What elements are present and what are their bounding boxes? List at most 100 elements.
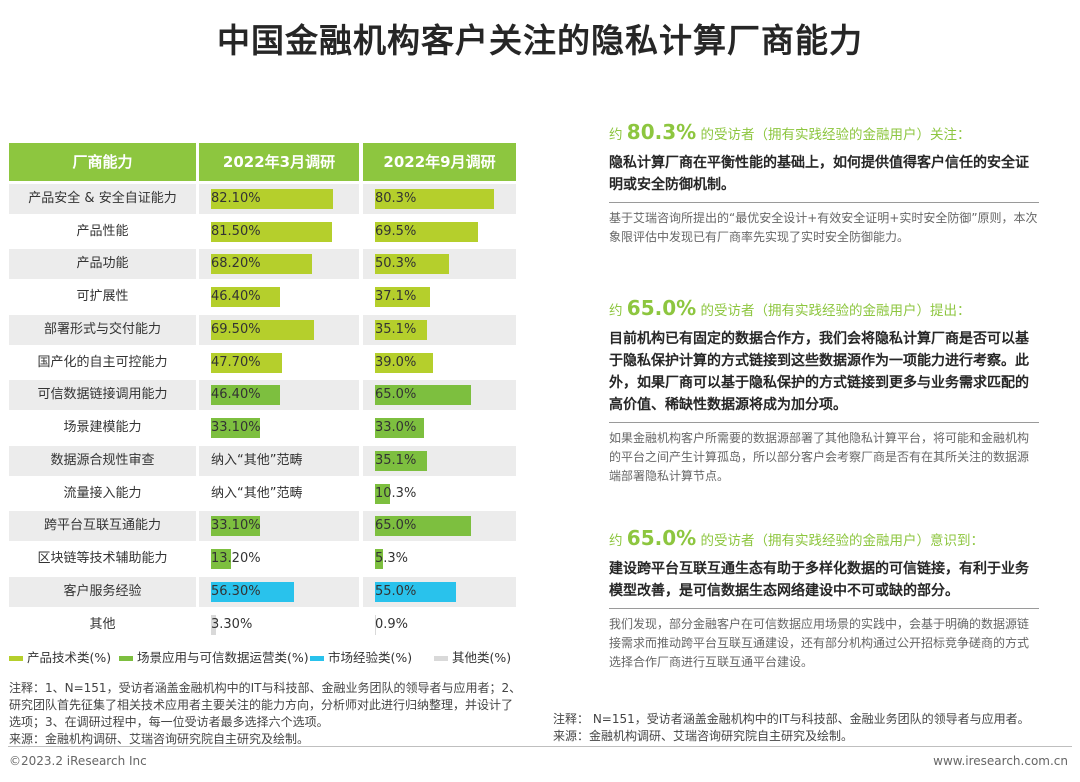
legend-item-other: 其他类(%) (434, 647, 511, 666)
cell-march: 81.50% (199, 217, 359, 247)
header-divider (196, 143, 199, 181)
row-label: 其他 (89, 616, 116, 632)
legend-label: 其他类(%) (452, 650, 512, 665)
insight-statement: 建设跨平台互联互通生态有助于多样化数据的可信链接，有利于业务模型改善，是可信数据… (609, 561, 1029, 599)
value-label: 39.0% (375, 354, 417, 370)
bar-september (375, 254, 450, 275)
bar-march (211, 221, 332, 242)
table-body: 产品安全 & 安全自证能力 82.10% 80.3% 产品性能 81.50% 69.5% 产… (9, 183, 516, 640)
cell-march: 13.20% (199, 544, 359, 574)
row-label: 国产化的自主可控能力 (37, 354, 168, 370)
cell-september: 10.3% (363, 479, 516, 509)
value-label: 5.3% (375, 551, 409, 566)
bar-march (211, 549, 231, 569)
legend-item-scene: 场景应用与可信数据运营类(%) (119, 647, 309, 666)
cell-september: 35.1% (363, 314, 516, 345)
divider (609, 202, 1039, 203)
table-row: 场景建模能力 33.10% 33.0% (9, 413, 516, 443)
row-label: 场景建模能力 (63, 420, 142, 435)
insight-percentage: 65.0% (626, 526, 697, 550)
cell-march: 56.30% (199, 576, 359, 607)
capability-table: 厂商能力 2022年3月调研 2022年9月调研 产品安全 & 安全自证能力 82… (9, 143, 516, 640)
header-september: 2022年9月调研 (383, 153, 496, 171)
bar-september (375, 221, 478, 242)
value-label: 纳入“其他”范畴 (211, 452, 303, 468)
value-label: 46.40% (211, 289, 261, 304)
footer-divider (8, 746, 1072, 747)
header-divider (359, 143, 363, 181)
insight-block-2: 约 65.0% 的受访者（拥有实践经验的金融用户）提出： 目前机构已有固定的数据… (609, 296, 1039, 486)
cell-september: 65.0% (363, 511, 516, 542)
value-label: 56.30% (211, 583, 261, 599)
divider (609, 422, 1039, 423)
bar-september (375, 319, 427, 340)
cell-september: 5.3% (363, 544, 516, 574)
table-row: 产品性能 81.50% 69.5% (9, 217, 516, 247)
cell-september: 65.0% (363, 380, 516, 411)
row-label: 跨平台互联互通能力 (9, 511, 196, 542)
cell-september: 35.1% (363, 445, 516, 476)
cell-march: 纳入“其他”范畴 (199, 479, 359, 509)
value-label: 81.50% (211, 223, 261, 239)
cell-march: 47.70% (199, 348, 359, 378)
value-label: 0.9% (375, 616, 409, 632)
table-row: 国产化的自主可控能力 47.70% 39.0% (9, 348, 516, 378)
table-header: 厂商能力 2022年3月调研 2022年9月调研 (9, 143, 516, 181)
bar-september (375, 352, 433, 373)
cell-september: 0.9% (363, 610, 516, 640)
value-label: 82.10% (211, 190, 261, 206)
value-label: 10.3% (375, 485, 417, 501)
insight-description: 如果金融机构客户所需要的数据源部署了其他隐私计算平台，将可能和金融机构的平台之间… (609, 431, 1030, 483)
insight-statement: 目前机构已有固定的数据合作方，我们会将隐私计算厂商是否可以基于隐私保护计算的方式… (609, 331, 1029, 413)
cell-march: 68.20% (199, 249, 359, 280)
bar-march (211, 254, 312, 275)
bar-march (211, 581, 295, 602)
source-text: 来源：金融机构调研、艾瑞咨询研究院自主研究及绘制。 (553, 729, 854, 743)
value-label: 13.20% (211, 551, 261, 566)
cell-march: 纳入“其他”范畴 (199, 445, 359, 476)
bar-march (211, 385, 280, 406)
bar-march (211, 418, 260, 438)
divider (609, 608, 1039, 609)
bar-september (375, 549, 383, 569)
footer-website[interactable]: www.iresearch.com.cn (933, 754, 1068, 768)
bar-march (211, 614, 216, 635)
source-text: 来源：金融机构调研、艾瑞咨询研究院自主研究及绘制。 (9, 732, 310, 746)
cell-september: 80.3% (363, 183, 516, 214)
row-label: 可扩展性 (76, 289, 129, 304)
insight-block-3: 约 65.0% 的受访者（拥有实践经验的金融用户）意识到： 建设跨平台互联互通生… (609, 526, 1039, 672)
insight-description: 基于艾瑞咨询所提出的“最优安全设计+有效安全证明+实时安全防御”原则，本次象限评… (609, 211, 1038, 244)
cell-march: 33.10% (199, 511, 359, 542)
value-label: 55.0% (375, 583, 417, 599)
value-label: 3.30% (211, 616, 253, 632)
row-label: 区块链等技术辅助能力 (37, 551, 168, 566)
table-row: 其他 3.30% 0.9% (9, 610, 516, 640)
bar-september (375, 287, 430, 307)
insight-heading: 约 65.0% 的受访者（拥有实践经验的金融用户）提出： (609, 296, 971, 320)
cell-march: 3.30% (199, 610, 359, 640)
value-label: 33.0% (375, 420, 417, 435)
bar-september (375, 581, 457, 602)
bar-march (211, 287, 280, 307)
row-label: 可信数据链接调用能力 (9, 380, 196, 411)
value-label: 46.40% (211, 387, 261, 403)
insight-percentage: 65.0% (626, 296, 697, 320)
table-row: 跨平台互联互通能力 33.10% 65.0% (9, 511, 516, 542)
value-label: 35.1% (375, 452, 417, 468)
legend-swatch-other (434, 656, 448, 661)
value-label: 80.3% (375, 190, 417, 206)
table-row: 产品安全 & 安全自证能力 82.10% 80.3% (9, 183, 516, 214)
legend-label: 产品技术类(%) (27, 650, 112, 665)
header-capability: 厂商能力 (72, 153, 133, 171)
bar-march (211, 319, 314, 340)
cell-september: 39.0% (363, 348, 516, 378)
bar-september (375, 385, 472, 406)
table-row: 数据源合规性审查 纳入“其他”范畴 35.1% (9, 445, 516, 476)
row-label: 产品功能 (9, 249, 196, 280)
table-row: 客户服务经验 56.30% 55.0% (9, 576, 516, 607)
value-label: 65.0% (375, 518, 417, 534)
table-row: 可扩展性 46.40% 37.1% (9, 282, 516, 312)
cell-march: 69.50% (199, 314, 359, 345)
table-row: 产品功能 68.20% 50.3% (9, 249, 516, 280)
legend-label: 场景应用与可信数据运营类(%) (137, 650, 309, 665)
